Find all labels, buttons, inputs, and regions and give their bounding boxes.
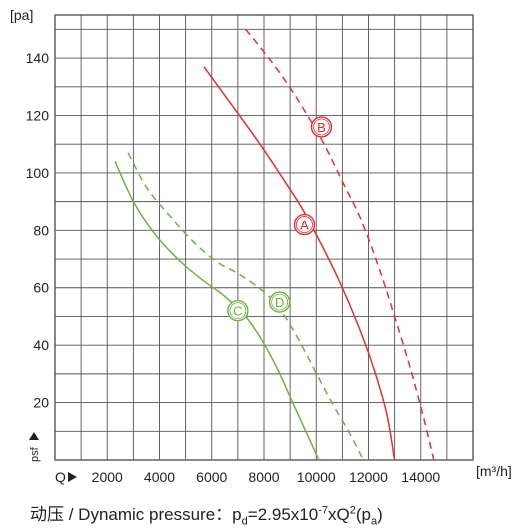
curve-b: [245, 28, 435, 461]
y-unit-label: [pa]: [10, 7, 33, 23]
marker-inner-ring: [313, 118, 330, 136]
marker-label: A: [300, 218, 309, 233]
formula-close: ): [377, 505, 383, 524]
x-tick-label: 2000: [92, 469, 123, 485]
formula-p: p: [232, 505, 242, 524]
curve-markers: A B C D: [227, 116, 333, 322]
y-arrow-icon: [29, 432, 39, 440]
y-tick-label: 40: [33, 337, 49, 353]
svg-text:psf: psf: [29, 446, 41, 462]
marker-label: B: [317, 120, 326, 135]
curve-a: [203, 66, 396, 461]
y-tick-label: 80: [33, 222, 49, 238]
x-axis-side-label: Q: [55, 469, 66, 485]
y-tick-labels: 20 40 60 80 100 120 140: [26, 50, 50, 411]
fan-curve-chart: A B C D 20 40 60 80 100 120 140 2000 4000 6000 8000 1…: [10, 7, 512, 485]
formula-pa-sub: a: [370, 515, 378, 528]
marker-b: B: [310, 116, 333, 138]
formula-prefix: 动压 / Dynamic pressure：: [30, 505, 233, 524]
x-tick-label: 10000: [297, 469, 336, 485]
x-tick-label: 8000: [248, 469, 279, 485]
y-axis-side-label: psf: [29, 432, 41, 462]
x-unit-label: [m³/h]: [476, 463, 512, 479]
curve-c: [114, 161, 320, 461]
marker-c: C: [227, 300, 249, 322]
x-tick-label: 4000: [144, 469, 175, 485]
formula-mid: xQ: [327, 505, 350, 524]
formula-eq: =2.95x10: [247, 505, 319, 524]
marker-circle: [268, 291, 291, 313]
x-tick-label: 6000: [196, 469, 227, 485]
y-tick-label: 20: [33, 395, 49, 411]
plot-frame: [54, 14, 474, 461]
dynamic-pressure-formula: 动压 / Dynamic pressure：pd=2.95x10-7xQ2(pa…: [30, 500, 383, 527]
formula-p-sub: d: [241, 515, 248, 528]
y-tick-label: 100: [26, 165, 50, 181]
marker-label: C: [233, 304, 242, 319]
marker-circle: [310, 116, 333, 138]
formula-sq: 2: [349, 504, 356, 517]
marker-circle: [293, 213, 316, 236]
marker-a: A: [293, 213, 316, 236]
marker-label: D: [275, 295, 284, 310]
x-tick-label: 12000: [349, 469, 388, 485]
marker-inner-ring: [229, 302, 247, 320]
x-tick-label: 14000: [401, 469, 440, 485]
y-tick-label: 120: [26, 107, 50, 123]
marker-inner-ring: [296, 216, 313, 233]
formula-open: (p: [355, 505, 371, 524]
grid: [55, 15, 473, 460]
curves: [114, 28, 435, 461]
marker-circle: [227, 300, 249, 322]
y-tick-label: 60: [33, 280, 49, 296]
formula-exp: -7: [318, 504, 328, 517]
x-arrow-icon: [68, 472, 77, 482]
y-tick-label: 140: [26, 50, 50, 66]
curve-d: [127, 152, 364, 461]
x-tick-labels: 2000 4000 6000 8000 10000 12000 14000: [92, 469, 441, 485]
marker-inner-ring: [271, 293, 289, 311]
marker-d: D: [268, 291, 291, 313]
